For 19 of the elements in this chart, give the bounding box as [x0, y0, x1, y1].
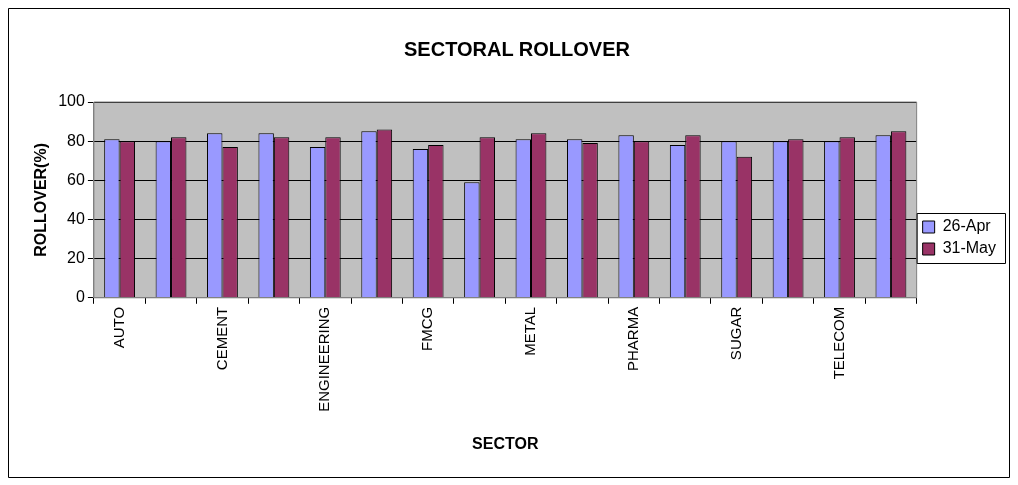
y-tick-label: 60: [67, 170, 85, 188]
x-tick-label: FMCG: [418, 306, 436, 351]
y-tick-label: 20: [67, 249, 85, 267]
x-tick-label: AUTO: [109, 306, 127, 349]
x-tick-label: CEMENT: [212, 306, 230, 371]
x-tick-label: TELECOM: [829, 306, 847, 380]
x-axis-title: SECTOR: [472, 434, 539, 452]
chart-title: SECTORAL ROLLOVER: [404, 37, 631, 60]
x-tick-label: ENGINEERING: [315, 306, 333, 412]
x-tick-label: SUGAR: [726, 306, 744, 361]
y-tick-label: 100: [58, 92, 85, 110]
x-tick-label: METAL: [521, 306, 539, 356]
legend-label: 26-Apr: [942, 217, 992, 235]
legend-label: 31-May: [942, 239, 997, 257]
y-tick-label: 40: [67, 209, 85, 227]
y-tick-label: 80: [67, 131, 85, 149]
y-tick-label: 0: [75, 288, 85, 306]
y-axis-title: ROLLOVER(%): [32, 143, 50, 257]
x-tick-label: PHARMA: [623, 306, 641, 371]
